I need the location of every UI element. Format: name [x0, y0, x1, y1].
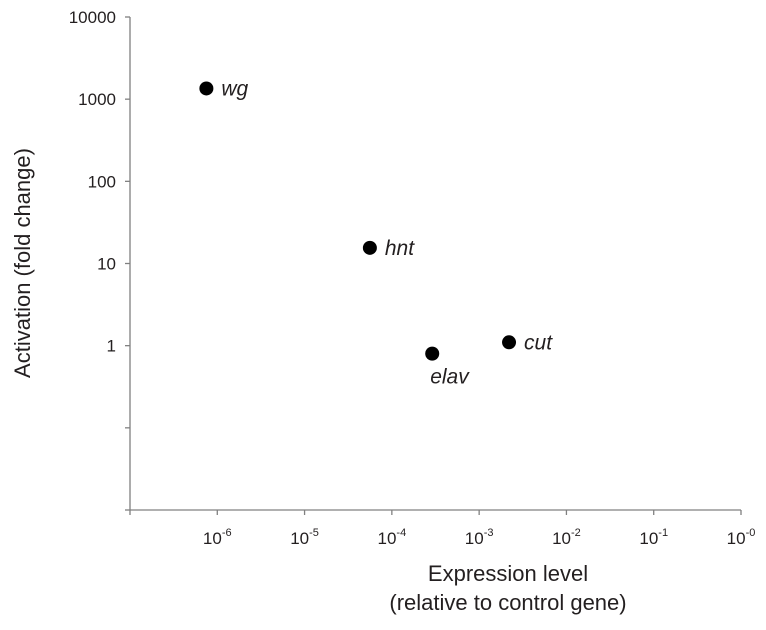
x-tick-label: 10-3: [465, 527, 494, 548]
data-point: [502, 335, 517, 350]
x-tick-label: 10-1: [639, 527, 668, 548]
data-point: [362, 240, 377, 255]
x-axis-title-line-2: (relative to control gene): [389, 590, 626, 615]
y-tick-label: 1000: [78, 90, 116, 109]
data-point: [199, 81, 214, 96]
data-points: wg hnt elav cut: [199, 77, 553, 389]
point-label: hnt: [385, 237, 415, 260]
x-tick-label: 10-2: [552, 527, 581, 548]
y-axis-ticks: 1 10 100 1000 10000: [69, 8, 130, 429]
axes: [125, 17, 741, 515]
x-tick-label: 10-6: [203, 527, 232, 548]
y-tick-label: 10000: [69, 8, 116, 27]
y-tick-label: 100: [88, 172, 116, 191]
x-axis-title-line-1: Expression level: [428, 561, 588, 586]
point-label: wg: [221, 77, 248, 100]
x-tick-label: 10-4: [378, 527, 407, 548]
x-tick-label: 10-5: [290, 527, 319, 548]
y-axis-title: Activation (fold change): [10, 148, 35, 378]
y-tick-label: 1: [107, 337, 116, 356]
point-label: elav: [430, 366, 470, 389]
x-axis-ticks: 10-6 10-5 10-4 10-3 10-2 10-1 10-0: [203, 510, 755, 548]
y-tick-label: 10: [97, 255, 116, 274]
data-point: [425, 346, 440, 361]
x-tick-label: 10-0: [727, 527, 756, 548]
point-label: cut: [524, 331, 553, 354]
